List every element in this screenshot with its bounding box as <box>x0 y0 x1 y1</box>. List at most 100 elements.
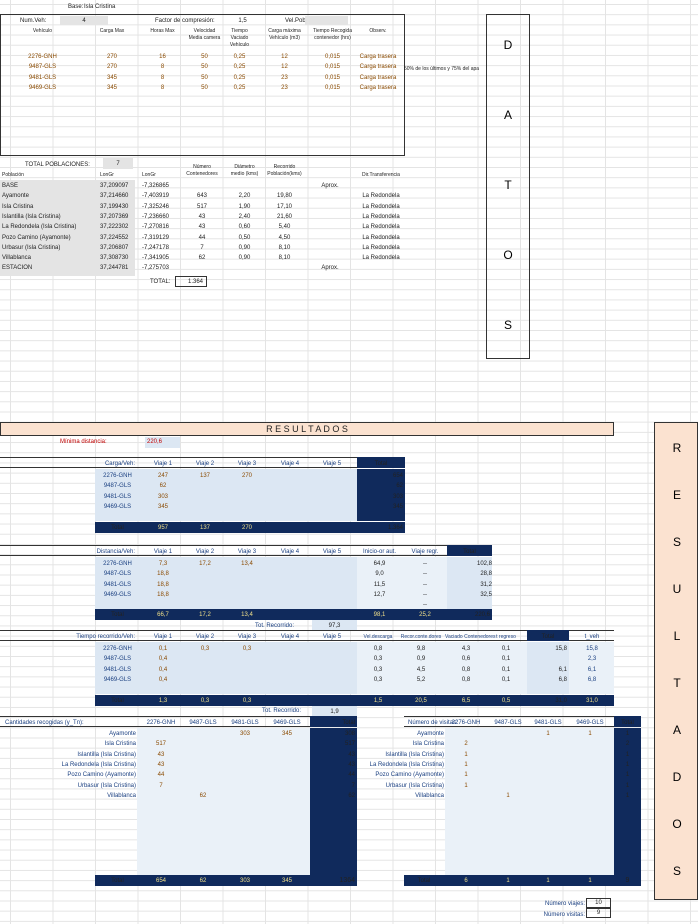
cant-col-header: 2276-GNH <box>140 718 182 728</box>
dist-cell: 9,0 <box>357 569 402 579</box>
vehicle-cell: 50 <box>187 83 222 93</box>
vis-col-header: 9469-GLS <box>569 718 611 728</box>
cant-pob: Urbasur (Isla Cristina) <box>0 781 136 791</box>
dist-veh: 9469-GLS <box>95 590 140 600</box>
pob-cell: La Redondela <box>356 202 406 212</box>
veh-header-cell: Carga Max <box>97 28 127 35</box>
vehicle-cell: 0,015 <box>310 62 355 72</box>
pob-cell: 0,60 <box>227 222 262 232</box>
cant-cell: 43 <box>140 750 182 760</box>
tiempo-tveh-cell: 6,1 <box>571 665 613 675</box>
vis-pob: Villablanca <box>358 791 444 801</box>
viaje-header: Viaje 1 <box>143 459 183 469</box>
viaje-header: Viaje 4 <box>270 459 310 469</box>
carga-veh: 9487-GLS <box>95 481 140 491</box>
tiempo-foot-tveh: 31,0 <box>571 696 613 706</box>
pob-cell: 7 <box>182 243 222 253</box>
tiempo-cell: 0,1 <box>485 644 527 654</box>
pob-cell: La Redondela <box>356 212 406 222</box>
vis-cell: 1 <box>487 791 529 801</box>
vehicle-cell: Carga trasera <box>358 83 398 93</box>
dist-extra: Viaje regr. <box>405 547 445 557</box>
pob-cell: BASE <box>2 181 97 191</box>
tiempo-foot-cell: 6,5 <box>445 696 487 706</box>
pob-header-cell: Recorrido Población(kms) <box>262 164 307 178</box>
tiempo-cell: 0,1 <box>485 665 527 675</box>
cant-total-cell: 7 <box>310 781 355 791</box>
vis-cell: 1 <box>445 750 487 760</box>
vehicle-note: 50% de los últimos y 75% del apa <box>404 64 479 74</box>
vis-cell: 1 <box>445 770 487 780</box>
factor-value[interactable]: 1,5 <box>225 16 260 26</box>
vehicle-cell: 0,25 <box>222 62 257 72</box>
dist-foot-cell: 13,4 <box>227 610 267 620</box>
dist-cell: 18,8 <box>143 569 183 579</box>
veh-header-cell: Vehículo <box>20 28 65 35</box>
num-veh-value[interactable]: 4 <box>60 16 108 26</box>
viaje-header: Viaje 2 <box>185 547 225 557</box>
pob-header-cell: Población <box>2 172 97 179</box>
pob-cell: 2,40 <box>227 212 262 222</box>
pob-cell: -7,325246 <box>142 202 182 212</box>
cant-cell: 345 <box>266 729 308 739</box>
poblaciones-value[interactable]: 7 <box>103 159 133 169</box>
tiempo-total-cell: 15,8 <box>527 644 567 654</box>
carga-cell: 270 <box>227 471 267 481</box>
cant-cell: 62 <box>182 791 224 801</box>
dist-veh: 9487-GLS <box>95 569 140 579</box>
vis-pob: Ayamonte <box>358 729 444 739</box>
tiempo-cell: 0,1 <box>485 675 527 685</box>
pob-cell: 37,209097 <box>100 181 140 191</box>
vel-label: Vel.Pob: <box>285 16 307 26</box>
pob-cell: -7,341905 <box>142 253 182 263</box>
veh-header-cell: Tiempo Recogida contenedor (hrs) <box>310 28 355 42</box>
dist-foot-label: Total <box>95 610 140 620</box>
num-visitas-value: 9 <box>586 908 611 918</box>
datos-letter: O <box>496 250 520 260</box>
tiempo-cell: 9,8 <box>400 644 442 654</box>
pob-cell: -7,275703 <box>142 263 182 273</box>
vis-total-cell: 1 <box>614 770 641 780</box>
dist-cell: -- <box>405 559 445 569</box>
dist-cell: 13,4 <box>227 559 267 569</box>
pob-cell: 17,10 <box>262 202 307 212</box>
cant-total-cell: 517 <box>310 739 355 749</box>
cant-foot-cell: 654 <box>140 876 182 886</box>
tiempo-cell: 0,3 <box>185 644 225 654</box>
carga-cell: 137 <box>185 471 225 481</box>
tiempo-extra: Vaciado Contenedores <box>445 632 487 642</box>
tiempo-cell: 0,4 <box>143 675 183 685</box>
cant-pob: La Redondela (Isla Cristina) <box>0 760 136 770</box>
cant-cell: 303 <box>224 729 266 739</box>
viaje-header: Viaje 1 <box>143 547 183 557</box>
pob-cell: Islantilla (Isla Cristina) <box>2 212 97 222</box>
pob-cell: 37,244781 <box>100 263 140 273</box>
vis-pob: Pozo Camino (Ayamonte) <box>358 770 444 780</box>
carga-label: Carga/Veh: <box>40 459 135 469</box>
vehicle-cell: 345 <box>97 83 127 93</box>
poblaciones-label: TOTAL POBLACIONES: <box>25 160 90 170</box>
dist-cell: 11,5 <box>357 580 402 590</box>
viaje-header: Viaje 4 <box>270 547 310 557</box>
vehicle-cell: Carga trasera <box>358 73 398 83</box>
vehicle-cell: 345 <box>97 73 127 83</box>
dist-foot-cell: 66,7 <box>143 610 183 620</box>
cant-label: Cantidades recogidas (y_Tn): <box>5 718 135 728</box>
resultados-letter: T <box>665 678 689 688</box>
dist-total-header: Total <box>447 547 492 557</box>
veh-header-cell: Carga máxima Vehículo (m3) <box>262 28 307 42</box>
pob-cell: Ayamonte <box>2 191 97 201</box>
datos-letter: A <box>496 110 520 120</box>
viaje-header: Viaje 2 <box>185 459 225 469</box>
pob-cell: -7,247178 <box>142 243 182 253</box>
dist-label: Distancia/Veh: <box>40 547 135 557</box>
dist-total-cell: 31,2 <box>447 580 492 590</box>
tiempo-cell: 0,4 <box>143 654 183 664</box>
vis-pob: Islantilla (Isla Cristina) <box>358 750 444 760</box>
vehicle-cell: Carga trasera <box>358 62 398 72</box>
pob-header-cell: Diámetro medio (kms) <box>227 164 262 178</box>
vehicle-cell: 0,25 <box>222 73 257 83</box>
veh-header-cell: Horas Max <box>145 28 180 35</box>
resultados-letter: R <box>665 443 689 453</box>
vis-foot-total: 9 <box>614 876 641 886</box>
